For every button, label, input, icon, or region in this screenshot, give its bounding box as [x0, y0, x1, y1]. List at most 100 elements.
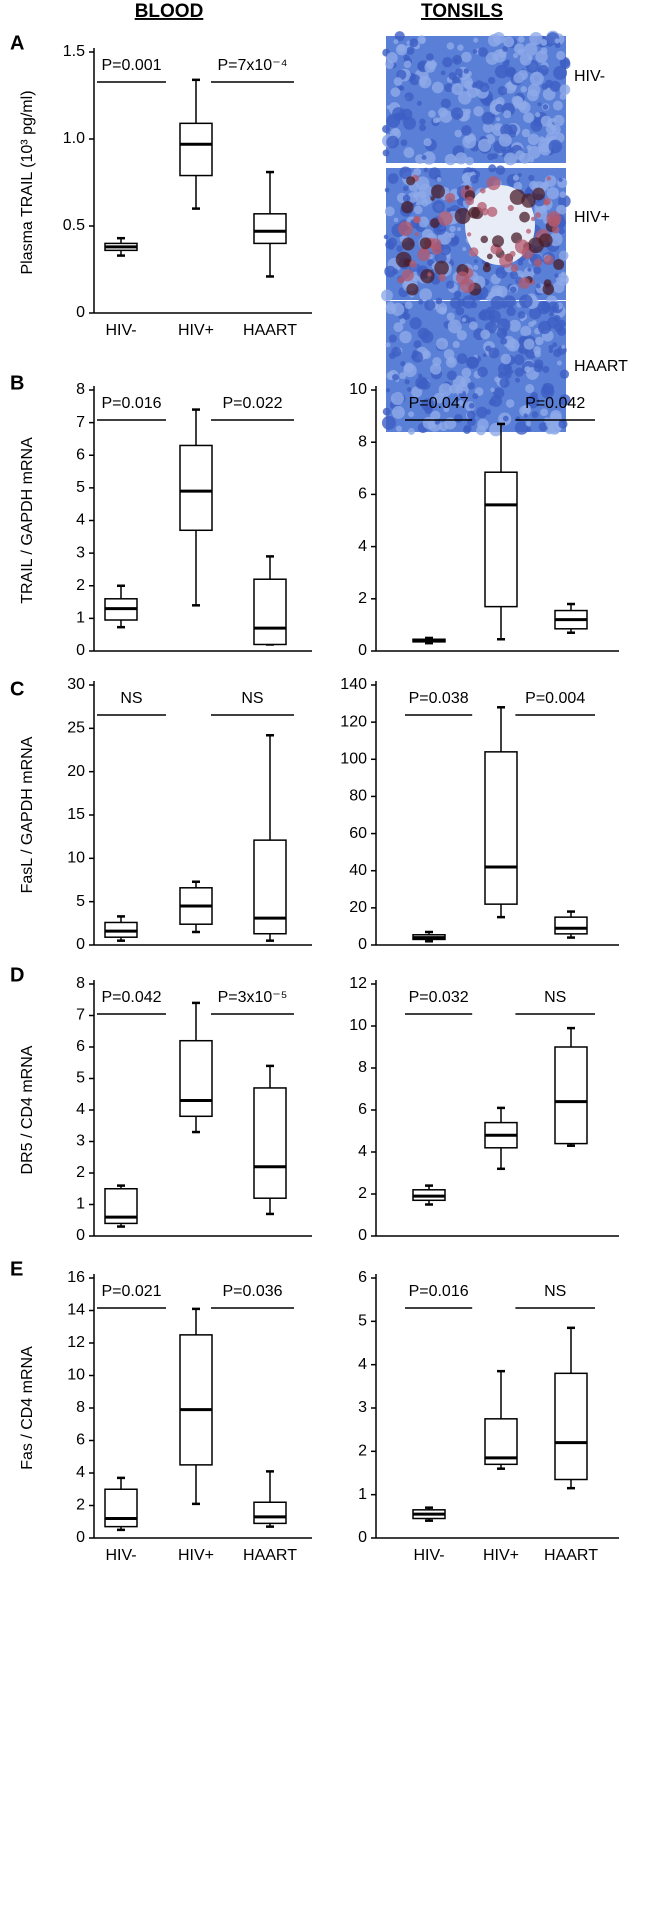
y-axis-label: DR5 / CD4 mRNA [19, 1045, 36, 1174]
cell [476, 425, 486, 436]
stain [468, 247, 479, 257]
stain [455, 271, 470, 285]
cell [489, 422, 503, 437]
cell [415, 376, 429, 390]
cell [449, 297, 462, 309]
cell [495, 103, 504, 113]
y-tick-label: 0 [76, 1529, 85, 1546]
y-tick-label: 30 [67, 676, 85, 693]
stain [397, 276, 405, 284]
cell [546, 187, 560, 200]
cell [443, 406, 450, 413]
cell [435, 297, 443, 305]
cell [559, 93, 567, 100]
stain [538, 233, 553, 248]
cell [552, 100, 563, 111]
cell [445, 280, 455, 289]
cell [453, 290, 462, 299]
cell [529, 32, 543, 46]
cell [553, 65, 568, 80]
stain [532, 187, 546, 201]
stain [547, 214, 561, 228]
cell [473, 259, 478, 264]
stain [417, 247, 431, 262]
y-tick-label: 1 [76, 610, 85, 627]
y-tick-label: 2 [358, 590, 367, 607]
cell [486, 306, 495, 315]
y-tick-label: 5 [76, 1070, 85, 1087]
tonsil-image [382, 30, 571, 166]
y-tick-label: 6 [76, 1038, 85, 1055]
annotation: P=0.042 [525, 395, 585, 412]
panel-label: A [10, 32, 24, 54]
annotation: P=0.032 [409, 989, 469, 1006]
cell [503, 110, 512, 119]
cell [521, 128, 531, 138]
cell [544, 136, 552, 145]
cell [524, 42, 538, 56]
cell [520, 325, 532, 337]
cell [431, 81, 444, 94]
cell [544, 175, 557, 187]
cell [517, 35, 525, 43]
cell [399, 372, 407, 380]
cell [478, 47, 488, 57]
stain [445, 192, 456, 203]
y-tick-label: 1 [76, 1196, 85, 1213]
y-tick-label: 60 [349, 825, 367, 842]
cell [502, 303, 507, 309]
cell [503, 36, 515, 48]
box [179, 122, 213, 177]
cell [426, 53, 434, 61]
cell [559, 191, 567, 198]
cell [388, 334, 397, 343]
cell [388, 352, 396, 360]
cell [530, 119, 543, 132]
cell [421, 154, 427, 160]
cell [500, 353, 512, 365]
tonsil-image [381, 164, 571, 304]
image-label: HIV- [574, 68, 605, 85]
y-tick-label: 7 [76, 414, 85, 431]
y-tick-label: 2 [76, 577, 85, 594]
cell [436, 337, 449, 350]
cell [436, 177, 442, 182]
cell [422, 350, 432, 359]
cell [391, 302, 405, 316]
y-tick-label: 0 [358, 1529, 367, 1546]
cell [413, 205, 423, 215]
cell [514, 367, 524, 377]
y-tick-label: 0 [76, 304, 85, 321]
cell [382, 125, 391, 134]
cell [549, 311, 554, 317]
y-tick-label: 0.5 [63, 217, 85, 234]
cell [450, 107, 464, 120]
y-tick-label: 0 [76, 936, 85, 953]
cell [556, 360, 562, 366]
cell [419, 118, 426, 125]
cell [473, 37, 479, 43]
cell [506, 306, 516, 317]
cell [498, 133, 512, 147]
cell [454, 129, 463, 138]
stain [486, 176, 501, 191]
stain [514, 239, 530, 254]
cell [451, 82, 464, 96]
y-tick-label: 3 [76, 544, 85, 561]
cell [480, 329, 491, 340]
cell [540, 115, 552, 127]
cell [422, 151, 436, 165]
cell [381, 415, 396, 430]
cell [382, 149, 390, 157]
x-tick-label: HIV+ [483, 1547, 519, 1564]
cell [457, 400, 464, 407]
cell [418, 373, 423, 378]
box [484, 471, 518, 608]
cell [424, 299, 436, 311]
cell [559, 369, 570, 379]
stain [401, 269, 414, 282]
x-tick-label: HIV- [413, 1547, 444, 1564]
box [253, 1087, 287, 1199]
y-tick-label: 6 [76, 446, 85, 463]
cell [535, 112, 541, 118]
